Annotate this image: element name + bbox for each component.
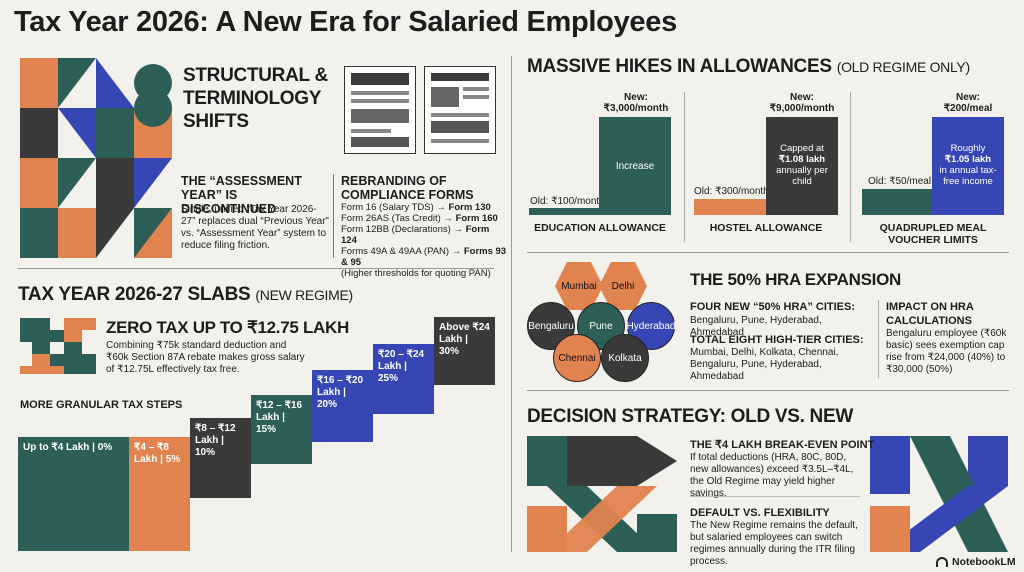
brand-label: NotebookLM <box>952 556 1016 568</box>
hostel-old-label: Old: ₹300/month <box>694 186 769 197</box>
hostel-new-label: New: ₹9,000/month <box>769 92 835 114</box>
city-hyderabad: Hyderabad <box>627 302 675 350</box>
meal-new-label: New: ₹200/meal <box>943 92 993 114</box>
meal-old-label: Old: ₹50/meal <box>868 176 932 187</box>
meal-caption: QUADRUPLED MEAL VOUCHER LIMITS <box>879 222 987 246</box>
zero-tax-body: Combining ₹75k standard deduction and ₹6… <box>106 340 305 375</box>
slabs-heading: TAX YEAR 2026-27 SLABS (NEW REGIME) <box>18 284 353 305</box>
document-icon-1 <box>344 66 416 154</box>
form-row: Form 12BB (Declarations) → Form 124 <box>341 224 490 246</box>
meal-old-bar <box>862 189 932 215</box>
slab-step-5: ₹20 – ₹24 Lakh | 25% <box>373 344 434 414</box>
slab-step-1: ₹4 – ₹8 Lakh | 5% <box>129 437 190 551</box>
flexibility-title: DEFAULT VS. FLEXIBILITY <box>690 507 830 519</box>
forms-list: Form 16 (Salary TDS) → Form 130 Form 26A… <box>341 202 507 279</box>
city-mumbai: Mumbai <box>555 262 603 310</box>
edu-old-label: Old: ₹100/month <box>530 196 605 207</box>
structural-heading: STRUCTURAL & TERMINOLOGY SHIFTS <box>183 65 328 132</box>
decision-separator <box>690 496 860 497</box>
hra-total-body: Mumbai, Delhi, Kolkata, Chennai, Bengalu… <box>690 347 839 382</box>
allowance-sep-1 <box>684 92 685 242</box>
form-row: Form 16 (Salary TDS) → Form 130 <box>341 202 491 213</box>
notebooklm-icon <box>936 557 948 567</box>
breakeven-title: THE ₹4 LAKH BREAK-EVEN POINT <box>690 439 875 451</box>
ay-body: Single, unified “Tax Year 2026-27” repla… <box>181 204 329 251</box>
slab-step-3: ₹12 – ₹16 Lakh | 15% <box>251 395 312 464</box>
geometric-pattern <box>20 58 172 258</box>
hra-separator <box>878 300 879 378</box>
right-divider-2 <box>527 390 1009 391</box>
center-divider <box>511 56 512 552</box>
slab-step-6: Above ₹24 Lakh | 30% <box>434 317 495 385</box>
structural-separator <box>333 174 334 258</box>
slab-step-0: Up to ₹4 Lakh | 0% <box>18 437 129 551</box>
allowances-heading: MASSIVE HIKES IN ALLOWANCES (OLD REGIME … <box>527 56 970 77</box>
hra-new-title: FOUR NEW “50% HRA” CITIES: <box>690 301 856 313</box>
form-row: Forms 49A & 49AA (PAN) → Forms 93 & 95 <box>341 246 507 268</box>
hostel-caption: HOSTEL ALLOWANCE <box>709 222 823 234</box>
hostel-new-bar: Capped at ₹1.08 lakh annually per child <box>766 117 838 215</box>
hra-impact-body: Bengaluru employee (₹60k basic) sees exe… <box>886 328 1007 375</box>
zero-tax-title: ZERO TAX UP TO ₹12.75 LAKH <box>106 318 349 337</box>
ay-title: THE “ASSESSMENT YEAR” IS DISCONTINUED <box>181 174 302 216</box>
allowance-sep-2 <box>850 92 851 242</box>
edu-caption: EDUCATION ALLOWANCE <box>534 222 666 234</box>
page-title: Tax Year 2026: A New Era for Salaried Em… <box>14 6 677 38</box>
meal-new-bar: Roughly ₹1.05 lakh in annual tax-free in… <box>932 117 1004 215</box>
granular-label: MORE GRANULAR TAX STEPS <box>20 399 183 411</box>
zigzag-graphic <box>20 318 96 374</box>
slab-step-2: ₹8 – ₹12 Lakh | 10% <box>190 418 251 498</box>
city-chennai: Chennai <box>553 334 601 382</box>
forms-note: (Higher thresholds for quoting PAN) <box>341 268 491 279</box>
brand-watermark: NotebookLM <box>936 554 1016 570</box>
slab-step-4: ₹16 – ₹20 Lakh | 20% <box>312 370 373 442</box>
hra-new-body: Bengaluru, Pune, Hyderabad, Ahmedabad <box>690 315 822 338</box>
forms-title: REBRANDING OF COMPLIANCE FORMS <box>341 174 474 202</box>
left-divider <box>18 268 494 269</box>
form-row: Form 26AS (Tas Credit) → Form 160 <box>341 213 498 224</box>
hostel-old-bar <box>694 199 766 215</box>
document-icon-2 <box>424 66 496 154</box>
hra-heading: THE 50% HRA EXPANSION <box>690 270 901 289</box>
decision-heading: DECISION STRATEGY: OLD VS. NEW <box>527 406 853 427</box>
decision-graphic-right <box>870 436 1008 552</box>
breakeven-body: If total deductions (HRA, 80C, 80D, new … <box>690 452 854 499</box>
edu-new-label: New: ₹3,000/month <box>603 92 669 114</box>
edu-old-bar <box>529 208 599 215</box>
city-kolkata: Kolkata <box>601 334 649 382</box>
city-cluster: Mumbai Delhi Bengaluru Pune Hyderabad Ch… <box>527 262 677 382</box>
edu-new-bar: Increase <box>599 117 671 215</box>
right-divider-1 <box>527 252 1009 253</box>
hra-total-title: TOTAL EIGHT HIGH-TIER CITIES: <box>690 334 864 346</box>
hra-impact-title: IMPACT ON HRA CALCULATIONS <box>886 301 974 327</box>
flexibility-body: The New Regime remains the default, but … <box>690 520 858 567</box>
decision-graphic-left <box>527 436 677 552</box>
